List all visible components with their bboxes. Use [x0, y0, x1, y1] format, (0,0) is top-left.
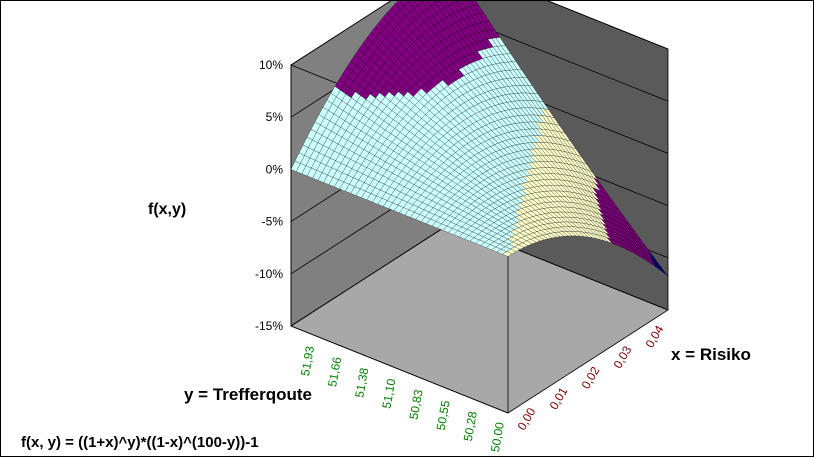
y-tick-label: 50,00 — [488, 421, 507, 453]
y-tick-label: 50,55 — [434, 399, 453, 431]
surface-cell — [502, 251, 513, 257]
x-tick-label: 0,03 — [611, 343, 635, 371]
z-tick-label: 0% — [266, 162, 284, 176]
z-gridline — [290, 1, 669, 66]
surface-cell — [407, 1, 411, 3]
x-tick-label: 0,02 — [579, 364, 603, 392]
z-tick-label: -10% — [255, 267, 283, 281]
z-axis-title: f(x,y) — [148, 201, 187, 218]
z-tick-label: -15% — [255, 319, 283, 333]
y-tick-label: 50,83 — [407, 388, 426, 420]
x-tick-label: 0,04 — [643, 323, 667, 351]
x-axis-title: x = Risiko — [671, 345, 751, 364]
y-tick-label: 51,66 — [325, 356, 344, 388]
x-tick-label: 0,00 — [515, 405, 539, 433]
z-tick-label: -5% — [262, 215, 284, 229]
y-tick-label: 51,93 — [298, 345, 317, 377]
z-tick-label: 10% — [259, 58, 283, 72]
y-tick-label: 50,28 — [461, 410, 480, 442]
formula-caption: f(x, y) = ((1+x)^y)*((1-x)^(100-y))-1 — [21, 434, 259, 451]
y-axis-title: y = Trefferqoute — [184, 385, 313, 404]
x-tick-label: 0,01 — [547, 385, 571, 413]
y-tick-label: 51,10 — [379, 377, 398, 409]
y-tick-label: 51,38 — [352, 366, 371, 398]
z-tick-label: 5% — [266, 110, 284, 124]
